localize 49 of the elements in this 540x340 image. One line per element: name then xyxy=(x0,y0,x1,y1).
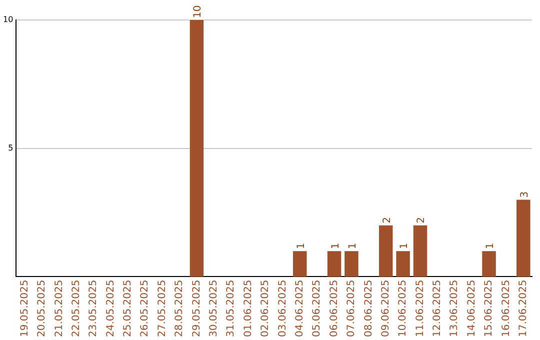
bar xyxy=(327,251,342,277)
data-label: 1 xyxy=(399,242,410,250)
x-tick-label: 26.05.2025 xyxy=(140,280,151,338)
x-tick-label: 22.05.2025 xyxy=(70,280,82,338)
x-tick-label: 30.05.2025 xyxy=(208,280,220,338)
x-tick-label: 03.06.2025 xyxy=(277,280,288,338)
x-tick-label: 25.05.2025 xyxy=(122,280,134,338)
x-tick-label: 29.05.2025 xyxy=(191,280,202,338)
x-tick-label: 09.06.2025 xyxy=(380,280,392,338)
x-tick-label: 12.06.2025 xyxy=(432,280,444,338)
bar xyxy=(396,251,410,277)
bar xyxy=(378,225,393,277)
x-tick-label: 05.06.2025 xyxy=(312,280,323,338)
x-tick-label: 02.06.2025 xyxy=(260,280,272,338)
x-tick-label: 31.05.2025 xyxy=(226,280,237,338)
bar xyxy=(344,251,358,277)
data-label: 10 xyxy=(192,5,204,18)
x-tick-label: 21.05.2025 xyxy=(54,280,65,338)
bar xyxy=(516,200,530,277)
x-tick-label: 13.06.2025 xyxy=(449,280,460,338)
bar xyxy=(190,20,204,277)
x-tick-label: 20.05.2025 xyxy=(36,280,48,338)
data-label: 3 xyxy=(519,191,530,198)
x-tick-label: 24.05.2025 xyxy=(105,280,116,338)
x-tick-label: 14.06.2025 xyxy=(466,280,478,338)
data-label: 2 xyxy=(382,217,393,224)
x-tick-label: 19.05.2025 xyxy=(19,280,30,338)
x-tick-label: 28.05.2025 xyxy=(174,280,186,338)
x-tick-label: 01.06.2025 xyxy=(242,280,254,338)
x-tick-label: 08.06.2025 xyxy=(363,280,374,338)
bar xyxy=(413,225,428,277)
data-label: 1 xyxy=(347,242,358,250)
data-label: 1 xyxy=(296,242,307,250)
x-tick-label: 23.05.2025 xyxy=(88,280,100,338)
x-tick-label: 04.06.2025 xyxy=(294,280,306,338)
x-tick-label: 15.06.2025 xyxy=(484,280,495,338)
x-tick-label: 06.06.2025 xyxy=(328,280,340,338)
bar xyxy=(293,251,307,277)
y-tick-label: 5 xyxy=(8,143,14,152)
x-tick-label: 07.06.2025 xyxy=(346,280,358,338)
x-tick-label: 10.06.2025 xyxy=(398,280,409,338)
x-tick-label: 27.05.2025 xyxy=(156,280,168,338)
bar xyxy=(482,251,496,277)
data-label: 1 xyxy=(485,242,496,250)
data-label: 1 xyxy=(330,242,342,250)
x-tick-label: 16.06.2025 xyxy=(500,280,512,338)
x-tick-label: 11.06.2025 xyxy=(414,280,426,338)
data-label: 2 xyxy=(416,217,428,224)
x-tick-label: 17.06.2025 xyxy=(518,280,529,338)
